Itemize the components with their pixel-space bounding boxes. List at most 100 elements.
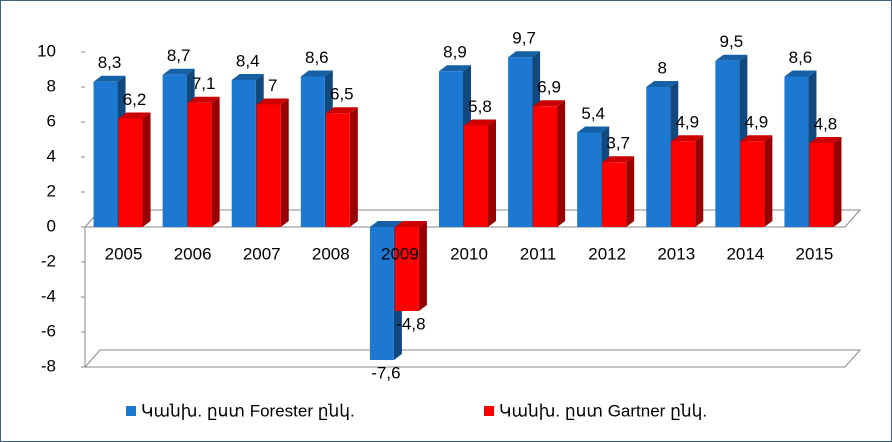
value-label: 8,6 xyxy=(789,48,813,67)
bar-top xyxy=(231,74,264,80)
x-tick-label: 2012 xyxy=(588,244,626,263)
bar xyxy=(369,227,394,360)
y-tick-label: -2 xyxy=(41,251,56,270)
bar xyxy=(256,104,281,227)
bar-top xyxy=(740,135,773,142)
bar-top xyxy=(118,112,151,119)
x-tick-label: 2015 xyxy=(796,244,834,263)
bar xyxy=(577,132,602,227)
y-tick-label: -4 xyxy=(41,286,56,305)
y-tick-label: 8 xyxy=(47,76,56,95)
value-label: 4,8 xyxy=(814,114,838,133)
value-label: 3,7 xyxy=(606,134,630,153)
bar xyxy=(784,76,809,227)
bar xyxy=(93,81,118,227)
bar-side xyxy=(418,221,427,311)
bar xyxy=(533,106,558,227)
bar-top xyxy=(671,135,704,142)
bar-side xyxy=(833,137,842,227)
bar-top xyxy=(809,137,842,143)
bar xyxy=(300,76,325,227)
y-tick-label: 4 xyxy=(47,146,56,165)
value-label: 8,6 xyxy=(305,48,329,67)
value-label: 6,9 xyxy=(537,78,561,97)
x-tick-label: 2010 xyxy=(450,244,488,263)
bar-side xyxy=(280,98,289,227)
bar-side xyxy=(626,156,635,227)
bar xyxy=(464,125,488,227)
bar-side xyxy=(557,100,566,227)
bar-top xyxy=(325,107,358,114)
y-tick-label: -6 xyxy=(41,321,56,340)
bar-top xyxy=(93,75,126,82)
value-label: 5,4 xyxy=(581,104,605,123)
value-label: 8,4 xyxy=(236,51,260,70)
bar xyxy=(646,87,671,227)
bar-top xyxy=(533,100,566,107)
bar xyxy=(118,118,143,227)
bar-top xyxy=(464,119,496,126)
value-label: 8 xyxy=(658,58,667,77)
bar-top xyxy=(577,126,610,133)
y-tick-label: 0 xyxy=(47,216,56,235)
bar-top xyxy=(508,51,541,58)
bar xyxy=(809,143,834,227)
y-tick-label: -8 xyxy=(41,356,56,375)
value-label: 7 xyxy=(268,76,277,95)
value-label: 9,7 xyxy=(512,29,536,48)
value-label: -7,6 xyxy=(371,363,400,382)
bar-side xyxy=(764,135,773,227)
x-tick-label: 2013 xyxy=(657,244,695,263)
bar-top xyxy=(646,81,679,87)
value-label: 5,8 xyxy=(468,97,492,116)
bar-top xyxy=(784,70,817,77)
legend-swatch xyxy=(126,406,136,416)
bar-top xyxy=(439,65,471,72)
bar-top xyxy=(162,68,195,75)
value-label: 6,5 xyxy=(330,85,354,104)
bar-side xyxy=(211,96,220,227)
x-tick-label: 2009 xyxy=(381,244,419,263)
bar-top xyxy=(369,221,402,227)
bar-top xyxy=(715,54,748,61)
bar xyxy=(162,74,187,227)
bar xyxy=(671,141,696,227)
bar xyxy=(715,60,740,227)
bar-side xyxy=(488,119,496,227)
bar-top xyxy=(602,156,635,163)
bar xyxy=(394,227,419,311)
bar xyxy=(231,80,256,227)
bar xyxy=(187,102,212,227)
bar xyxy=(508,57,533,227)
bottom-floor xyxy=(83,349,862,368)
y-tick-label: 6 xyxy=(47,111,56,130)
value-label: 4,9 xyxy=(745,113,769,132)
bar-side xyxy=(695,135,704,227)
x-tick-label: 2014 xyxy=(726,244,764,263)
bar xyxy=(325,113,350,227)
bar-top xyxy=(256,98,289,105)
value-label: 4,9 xyxy=(675,113,699,132)
value-label: 6,2 xyxy=(123,90,147,109)
bar-side xyxy=(349,107,358,227)
bar-top xyxy=(300,70,333,77)
x-tick-label: 2011 xyxy=(520,244,557,263)
legend-swatch xyxy=(484,406,494,416)
value-label: 8,3 xyxy=(98,53,122,72)
legend-label: Կանխ. ըստ Forester ընկ. xyxy=(141,401,355,420)
value-label: 7,1 xyxy=(192,74,216,93)
x-tick-label: 2008 xyxy=(312,244,350,263)
x-tick-label: 2007 xyxy=(243,244,281,263)
bar-top xyxy=(187,96,220,103)
bar xyxy=(602,162,627,227)
value-label: 9,5 xyxy=(720,32,744,51)
value-label: -4,8 xyxy=(396,314,425,333)
bar-top xyxy=(394,221,427,227)
bar-side xyxy=(142,112,151,227)
bar xyxy=(740,141,765,227)
y-tick-label: 10 xyxy=(37,41,56,60)
legend-label: Կանխ. ըստ Gartner ընկ. xyxy=(499,401,707,420)
x-tick-label: 2006 xyxy=(174,244,212,263)
